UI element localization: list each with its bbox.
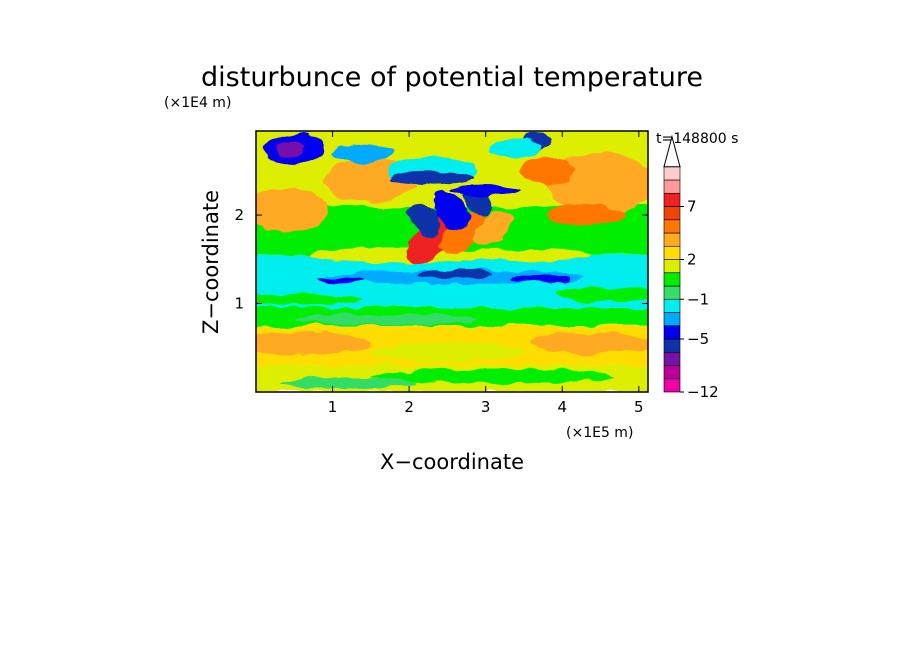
x-tick-label: 2 bbox=[404, 398, 414, 416]
colorbar-swatch bbox=[663, 192, 681, 207]
colorbar-swatch bbox=[663, 166, 681, 181]
colorbar-swatch bbox=[663, 298, 681, 313]
cool-patch bbox=[332, 144, 394, 162]
colorbar-swatch bbox=[663, 219, 681, 234]
y-axis-label: Z−coordinate bbox=[199, 190, 223, 334]
time-label: t=148800 s bbox=[656, 131, 738, 147]
colorbar-swatch bbox=[663, 378, 681, 393]
cold-core bbox=[276, 139, 305, 158]
x-axis-label: X−coordinate bbox=[380, 450, 524, 474]
cool-patch bbox=[508, 274, 570, 284]
warm-patch bbox=[531, 332, 648, 354]
chart-title: disturbunce of potential temperature bbox=[201, 62, 703, 93]
colorbar-swatch bbox=[663, 272, 681, 287]
surface-patch bbox=[278, 377, 417, 389]
colorbar-swatch bbox=[663, 179, 681, 194]
warm-patch bbox=[256, 188, 329, 233]
mid-patch bbox=[256, 292, 364, 306]
y-tick-label: 2 bbox=[234, 206, 244, 224]
mid-patch bbox=[554, 287, 648, 302]
y-scale-label: (×1E4 m) bbox=[164, 95, 231, 111]
plot-frame bbox=[255, 130, 649, 393]
y-tick-label: 1 bbox=[234, 295, 244, 313]
cool-patch bbox=[489, 139, 544, 158]
warm-patch bbox=[370, 341, 524, 363]
warm-patch bbox=[439, 248, 593, 262]
colorbar-swatch bbox=[663, 365, 681, 380]
x-scale-label: (×1E5 m) bbox=[566, 425, 633, 441]
x-tick-label: 3 bbox=[481, 398, 491, 416]
colorbar-label: −5 bbox=[687, 330, 709, 348]
colorbar-extend-arrow bbox=[663, 134, 681, 168]
warm-streak bbox=[406, 216, 458, 263]
colorbar-swatch bbox=[663, 285, 681, 300]
cold-streak bbox=[408, 202, 441, 237]
colorbar: −12−5−127 bbox=[663, 134, 719, 401]
warm-patch bbox=[546, 204, 624, 226]
contour-field bbox=[256, 131, 648, 392]
warm-patch bbox=[520, 157, 574, 185]
cold-patch bbox=[389, 171, 475, 185]
warm-streak bbox=[440, 212, 486, 254]
colorbar-label: −12 bbox=[687, 383, 719, 401]
warm-streak bbox=[474, 210, 513, 246]
colorbar-swatch bbox=[663, 338, 681, 353]
y-axis: 12 bbox=[234, 206, 648, 313]
cool-patch bbox=[416, 269, 494, 279]
cold-streak bbox=[433, 192, 469, 230]
colorbar-swatch bbox=[663, 206, 681, 221]
x-tick-label: 5 bbox=[634, 398, 644, 416]
x-axis: 1 2 3 4 5 bbox=[328, 131, 644, 416]
colorbar-swatch bbox=[663, 351, 681, 366]
colorbar-swatch bbox=[663, 312, 681, 327]
warm-patch bbox=[256, 331, 371, 355]
colorbar-label: 2 bbox=[687, 251, 697, 269]
cold-patch bbox=[451, 184, 521, 196]
colorbar-swatch bbox=[663, 259, 681, 274]
colorbar-swatch bbox=[663, 232, 681, 247]
colorbar-label: −1 bbox=[687, 290, 709, 308]
surface-patch bbox=[370, 368, 616, 384]
cool-patch bbox=[317, 277, 364, 285]
colorbar-swatch bbox=[663, 325, 681, 340]
colorbar-swatch bbox=[663, 245, 681, 260]
mid-patch bbox=[294, 314, 479, 325]
colorbar-label: 7 bbox=[687, 198, 697, 216]
x-tick-label: 1 bbox=[328, 398, 338, 416]
x-tick-label: 4 bbox=[557, 398, 567, 416]
